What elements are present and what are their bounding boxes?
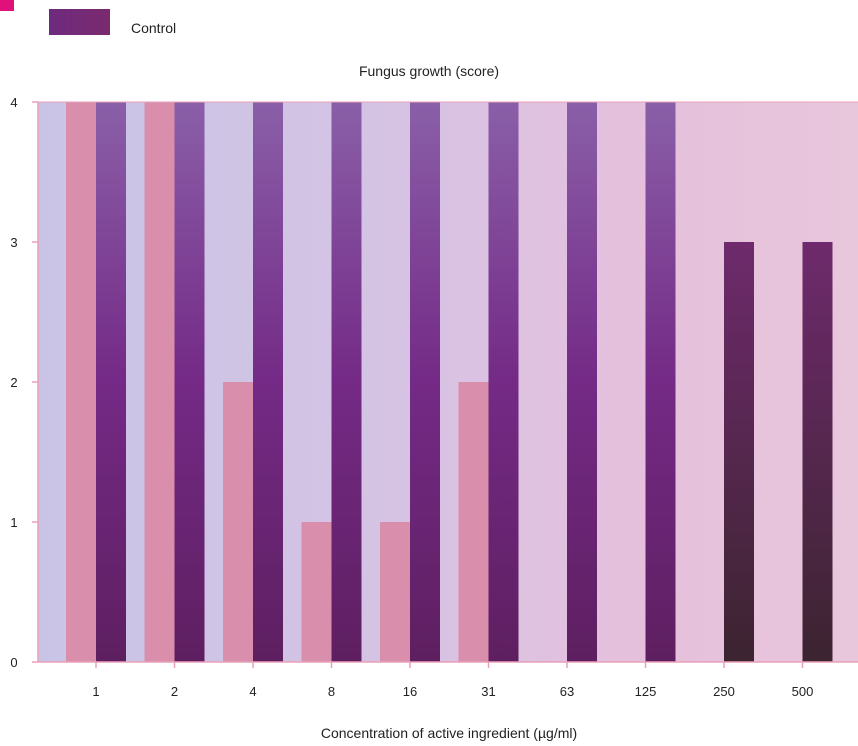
y-axis-ticks: 0 1 2 3 4: [10, 95, 38, 670]
y-tick-label-4: 4: [10, 95, 17, 110]
y-tick-label-2: 2: [10, 375, 17, 390]
x-tick-label-250: 250: [713, 684, 735, 699]
x-tick-label-4: 4: [249, 684, 256, 699]
chart-title: Fungus growth (score): [359, 63, 499, 79]
bar-control-500: [802, 242, 833, 662]
x-tick-label-31: 31: [481, 684, 495, 699]
bar-control-8: [331, 102, 362, 662]
y-tick-label-3: 3: [10, 235, 17, 250]
bar-treatment-1: [66, 102, 96, 662]
bar-control-250: [724, 242, 754, 662]
x-tick-label-63: 63: [560, 684, 574, 699]
bar-control-4: [253, 102, 283, 662]
y-tick-label-0: 0: [10, 655, 17, 670]
legend-label-control: Control: [131, 20, 176, 36]
x-axis-ticks: 1 2 4 8 16 31 63 125 250 500: [92, 662, 813, 699]
bar-treatment-4: [223, 382, 253, 662]
x-axis-label: Concentration of active ingredient (µg/m…: [321, 725, 577, 741]
bar-treatment-31: [458, 382, 489, 662]
x-tick-label-500: 500: [792, 684, 814, 699]
y-tick-label-1: 1: [10, 515, 17, 530]
x-tick-label-2: 2: [171, 684, 178, 699]
x-tick-label-125: 125: [635, 684, 657, 699]
bar-treatment-2: [144, 102, 175, 662]
bar-control-125: [645, 102, 676, 662]
bar-control-31: [488, 102, 519, 662]
bar-control-63: [567, 102, 597, 662]
bar-treatment-16: [380, 522, 410, 662]
legend-swatch-control: [49, 9, 110, 35]
bars-group: [66, 102, 833, 662]
bar-control-16: [410, 102, 440, 662]
corner-accent: [0, 0, 14, 11]
x-tick-label-8: 8: [328, 684, 335, 699]
x-tick-label-1: 1: [92, 684, 99, 699]
legend: Control: [49, 9, 176, 36]
bar-control-1: [96, 102, 126, 662]
bar-treatment-8: [301, 522, 332, 662]
bar-control-2: [174, 102, 205, 662]
x-tick-label-16: 16: [403, 684, 417, 699]
